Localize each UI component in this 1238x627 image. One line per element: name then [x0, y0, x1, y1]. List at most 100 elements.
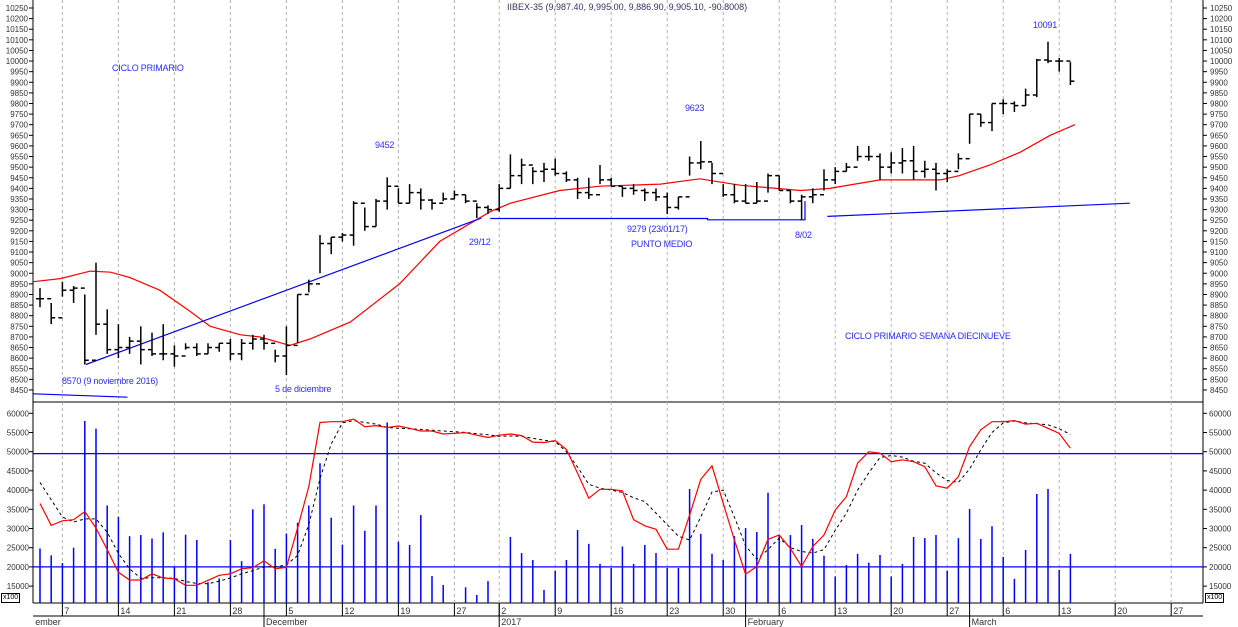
price-axis-label-left: 8750 [10, 322, 28, 331]
price-axis-label-left: 8850 [10, 301, 28, 310]
price-bar [696, 141, 705, 170]
price-bar [988, 102, 996, 132]
price-axis-label-left: 10050 [6, 46, 29, 55]
lower-axis-label-right: 60000 [1209, 409, 1232, 418]
month-label: December [266, 617, 308, 627]
price-bar [495, 184, 504, 212]
price-axis-label-left: 9450 [10, 174, 28, 183]
price-bar [450, 190, 459, 200]
price-bar [775, 174, 784, 192]
month-label: ember [35, 617, 61, 627]
week-tick-label: 5 [288, 606, 293, 616]
price-axis-label-left: 8450 [10, 386, 28, 395]
price-bar [103, 309, 112, 354]
price-axis-label-right: 8950 [1210, 280, 1228, 289]
price-axis-label-right: 9750 [1210, 110, 1228, 119]
price-bar [293, 293, 302, 347]
lower-axis-label-right: 35000 [1209, 505, 1232, 514]
price-bar [1010, 101, 1019, 112]
lower-axis-label-right: 15000 [1209, 582, 1232, 591]
price-axis-label-left: 8500 [10, 375, 28, 384]
price-bar [304, 279, 313, 296]
lower-axis-label-left: 35000 [7, 505, 30, 514]
price-axis-label-right: 9150 [1210, 237, 1228, 246]
price-bar [820, 169, 828, 196]
price-bar [428, 198, 436, 210]
lower-axis-label-right: 55000 [1209, 429, 1232, 438]
price-bar [887, 152, 896, 174]
price-bar [920, 160, 929, 178]
price-bar [752, 182, 761, 204]
chart-title: IIBEX-35 (9,987.40, 9,995.00, 9,886.90, … [507, 2, 748, 12]
week-tick-label: 21 [176, 606, 186, 616]
price-bar [864, 145, 873, 161]
price-bar [248, 334, 257, 350]
price-bar [1055, 57, 1064, 72]
price-axis-label-right: 9200 [1210, 227, 1228, 236]
price-bar [136, 326, 145, 365]
price-axis-label-left: 8650 [10, 344, 28, 353]
price-bar [159, 324, 168, 361]
annotation-date-0802: 8/02 [795, 230, 812, 240]
price-axis-label-right: 8600 [1210, 354, 1228, 363]
price-bar [1021, 88, 1030, 107]
price-bar [226, 339, 235, 361]
price-axis-label-right: 10050 [1210, 46, 1233, 55]
price-bar [114, 324, 123, 359]
price-axis-label-right: 9250 [1210, 216, 1228, 225]
price-bar [92, 262, 100, 362]
price-axis-label-left: 9000 [10, 269, 28, 278]
price-axis-label-right: 9650 [1210, 131, 1228, 140]
price-bar [271, 342, 280, 363]
month-label: February [748, 617, 785, 627]
annotation-mid-value: 9279 (23/01/17) [627, 224, 688, 234]
price-bar [876, 153, 884, 180]
week-tick-label: 13 [837, 606, 847, 616]
price-axis-label-right: 9850 [1210, 89, 1228, 98]
price-axis-label-right: 9500 [1210, 163, 1228, 172]
price-bar [181, 343, 190, 357]
price-axis-label-right: 9300 [1210, 206, 1228, 215]
price-axis-label-right: 9400 [1210, 184, 1228, 193]
annotation-peak-10091: 10091 [1033, 20, 1058, 30]
price-axis-label-right: 9550 [1210, 153, 1228, 162]
price-bar [170, 345, 179, 367]
price-axis-label-left: 9700 [10, 121, 28, 130]
price-axis-label-right: 10000 [1210, 57, 1233, 66]
price-bar [47, 297, 56, 325]
week-tick-label: 20 [1117, 606, 1127, 616]
price-axis-label-right: 9900 [1210, 78, 1228, 87]
lower-axis-label-right: 45000 [1209, 467, 1232, 476]
price-axis-label-right: 9600 [1210, 142, 1228, 151]
week-tick-label: 13 [1061, 606, 1071, 616]
price-bar [416, 188, 425, 210]
moving-average-line [33, 124, 1076, 347]
price-axis-label-left: 9300 [10, 206, 28, 215]
price-bar [853, 145, 862, 168]
price-bar [192, 343, 201, 357]
price-bar [618, 185, 627, 197]
price-bar [573, 177, 582, 199]
price-axis-label-right: 9000 [1210, 269, 1228, 278]
lower-axis-label-right: 30000 [1209, 525, 1232, 534]
price-axis-label-right: 8550 [1210, 365, 1228, 374]
price-bar [148, 332, 156, 357]
price-bar [719, 172, 728, 197]
annotation-punto-medio: PUNTO MEDIO [631, 239, 693, 249]
price-axis-label-left: 9900 [10, 78, 28, 87]
price-axis-label-right: 9050 [1210, 259, 1228, 268]
price-bar [58, 281, 67, 319]
price-axis-label-left: 10250 [6, 4, 29, 13]
price-axis-label-left: 9750 [10, 110, 28, 119]
price-bar [383, 177, 392, 210]
price-bar [125, 336, 134, 354]
price-bar [484, 205, 492, 214]
price-axis-label-right: 8450 [1210, 386, 1228, 395]
price-axis-label-left: 9550 [10, 153, 28, 162]
week-tick-label: 16 [613, 606, 623, 616]
trend-line [33, 393, 128, 398]
price-axis-label-right: 9450 [1210, 174, 1228, 183]
week-tick-label: 9 [557, 606, 562, 616]
price-axis-label-left: 10200 [6, 15, 29, 24]
price-axis-label-left: 9200 [10, 227, 28, 236]
